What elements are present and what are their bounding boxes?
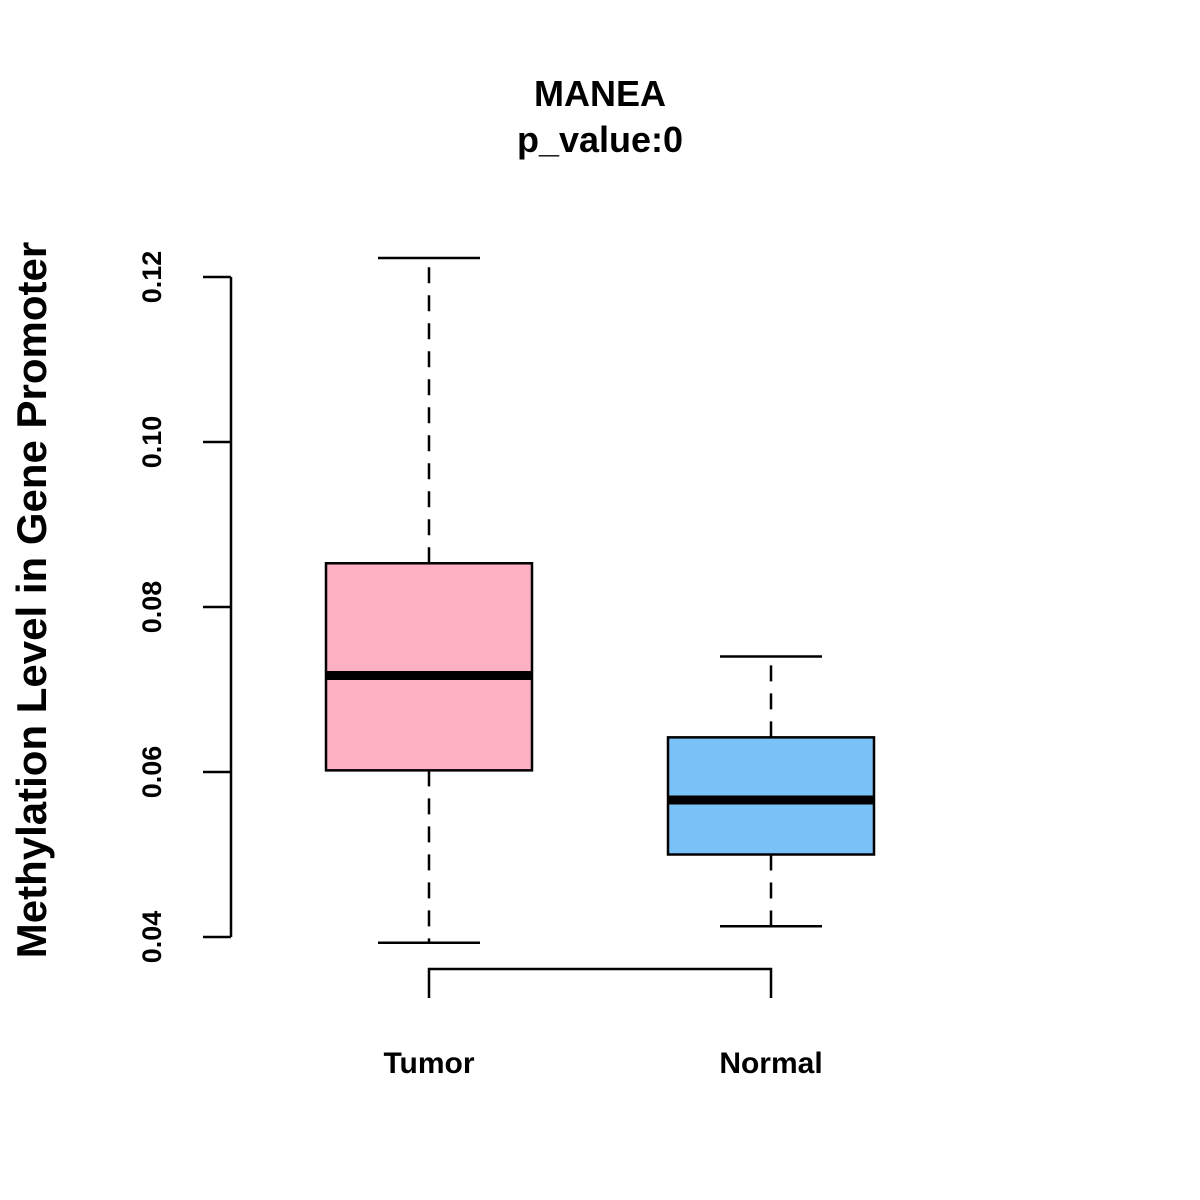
x-category-label: Tumor: [383, 1047, 474, 1080]
iqr-box: [324, 562, 534, 772]
y-tick-label: 0.04: [137, 911, 167, 964]
x-category-label: Normal: [719, 1047, 822, 1080]
y-axis: 0.04 0.06 0.08 0.10 0.12: [137, 251, 233, 964]
y-axis-label: Methylation Level in Gene Promoter: [8, 242, 55, 958]
box-tumor: [324, 256, 534, 945]
y-tick-label: 0.08: [137, 581, 167, 634]
y-tick-label: 0.12: [137, 251, 167, 304]
y-tick-label: 0.10: [137, 416, 167, 469]
y-tick-label: 0.06: [137, 746, 167, 799]
category-labels: Tumor Normal: [383, 1047, 822, 1080]
boxes: [324, 256, 876, 945]
chart-subtitle: p_value:0: [517, 119, 683, 160]
comparison-bracket: [427, 967, 773, 998]
box-normal: [666, 655, 876, 928]
bracket-line: [427, 967, 773, 998]
chart-title: MANEA: [534, 73, 666, 114]
